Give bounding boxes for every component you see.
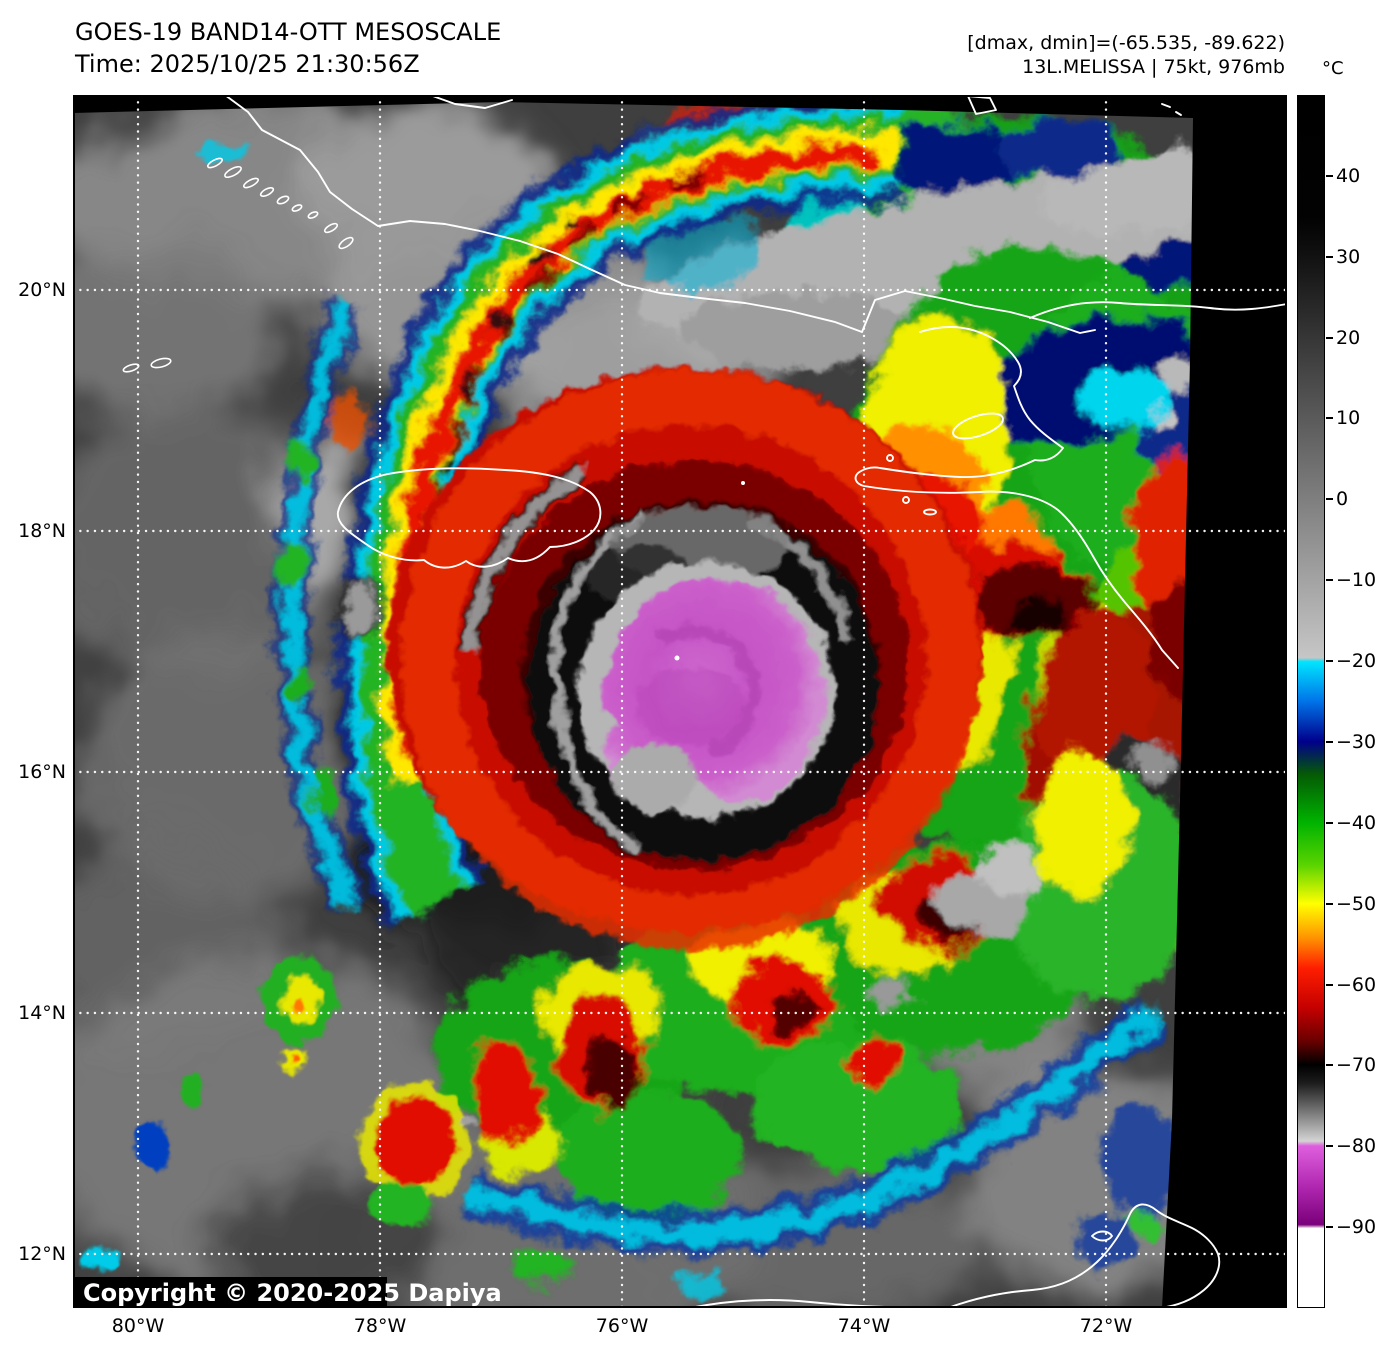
colorbar-tick: −10 (1325, 569, 1377, 591)
colorbar-gradient (1297, 95, 1325, 1308)
lon-label-72w: 72°W (1079, 1315, 1133, 1337)
lat-label-18n: 18°N (18, 520, 66, 542)
hurricane-core (387, 368, 983, 950)
colorbar-tick: −40 (1325, 812, 1377, 834)
copyright-text: Copyright © 2020-2025 Dapiya (83, 1279, 502, 1307)
eye-warm-pixel (674, 655, 680, 661)
lat-label-16n: 16°N (18, 761, 66, 783)
colorbar-tick: −80 (1325, 1135, 1377, 1157)
colorbar-tick: −20 (1325, 650, 1377, 672)
spiral-band (274, 95, 909, 931)
product-title: GOES-19 BAND14-OTT MESOSCALE (75, 18, 502, 46)
colorbar-tick: 0 (1325, 488, 1349, 510)
lat-label-14n: 14°N (18, 1002, 66, 1024)
lat-label-12n: 12°N (18, 1243, 66, 1265)
colorbar-tick: −30 (1325, 731, 1377, 753)
grid-lines (73, 95, 1287, 1308)
storm-info: 13L.MELISSA | 75kt, 976mb (1022, 56, 1285, 78)
lon-label-80w: 80°W (111, 1315, 165, 1337)
colorbar-tick: 20 (1325, 327, 1361, 349)
dmax-dmin-readout: [dmax, dmin]=(-65.535, -89.622) (967, 32, 1285, 54)
lon-label-78w: 78°W (353, 1315, 407, 1337)
southwest-cells (80, 142, 477, 1269)
colorbar-tick: −60 (1325, 974, 1377, 996)
satellite-imagery-map: Copyright © 2020-2025 Dapiya (73, 95, 1287, 1308)
colorbar-tick: −70 (1325, 1054, 1377, 1076)
copyright-badge: Copyright © 2020-2025 Dapiya (75, 1277, 502, 1308)
lon-label-76w: 76°W (595, 1315, 649, 1337)
lat-label-20n: 20°N (18, 279, 66, 301)
colorbar-tick: −90 (1325, 1216, 1377, 1238)
colorbar-tick: 30 (1325, 246, 1361, 268)
coastlines (122, 95, 1287, 1308)
map-border (73, 95, 1287, 1308)
colorbar-tick: 10 (1325, 407, 1361, 429)
lon-label-74w: 74°W (837, 1315, 891, 1337)
colorbar-tick: 40 (1325, 165, 1361, 187)
colorbar-tick: −50 (1325, 893, 1377, 915)
colorbar-unit-label: °C (1322, 58, 1344, 79)
product-time: Time: 2025/10/25 21:30:56Z (75, 50, 420, 78)
